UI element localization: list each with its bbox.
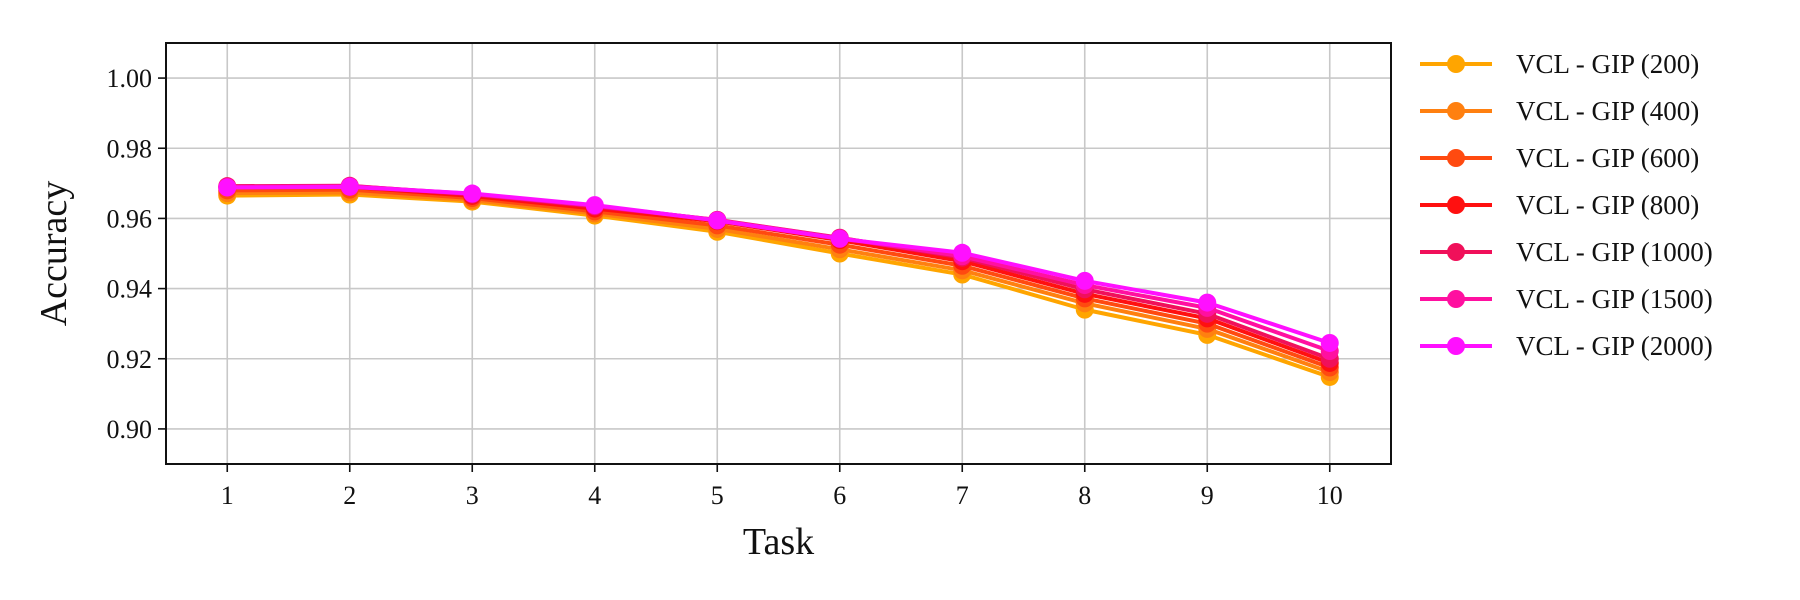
legend-marker <box>1447 243 1465 261</box>
legend-marker <box>1447 149 1465 167</box>
data-point <box>830 229 849 248</box>
series-2 <box>218 183 1339 382</box>
data-point <box>340 177 359 196</box>
legend-item: VCL - GIP (800) <box>1420 190 1699 220</box>
data-point <box>1075 271 1094 290</box>
grid <box>166 43 1391 464</box>
legend-marker <box>1447 290 1465 308</box>
series-7 <box>218 177 1339 352</box>
series-4 <box>218 177 1339 372</box>
y-axis-label: Accuracy <box>33 181 75 327</box>
x-tick-label: 2 <box>343 481 356 510</box>
legend-marker <box>1447 55 1465 73</box>
series-line <box>227 184 1331 345</box>
legend-label: VCL - GIP (2000) <box>1516 331 1713 361</box>
x-tick-label: 8 <box>1078 481 1091 510</box>
legend-label: VCL - GIP (800) <box>1516 190 1699 220</box>
legend-item: VCL - GIP (1000) <box>1420 237 1713 267</box>
x-tick-label: 5 <box>711 481 724 510</box>
legend-marker <box>1447 337 1465 355</box>
series-line <box>227 190 1331 374</box>
plot-frame <box>165 42 1392 465</box>
x-tick-label: 9 <box>1201 481 1214 510</box>
x-tick-label: 1 <box>221 481 234 510</box>
data-point <box>463 184 482 203</box>
legend-label: VCL - GIP (1500) <box>1516 284 1713 314</box>
x-tick-label: 6 <box>833 481 846 510</box>
legend-label: VCL - GIP (600) <box>1516 143 1699 173</box>
legend-item: VCL - GIP (1500) <box>1420 284 1713 314</box>
series-6 <box>218 177 1339 361</box>
legend-label: VCL - GIP (200) <box>1516 49 1699 79</box>
x-axis-label: Task <box>743 521 814 563</box>
legend-label: VCL - GIP (400) <box>1516 96 1699 126</box>
data-point <box>708 211 727 230</box>
data-point <box>953 243 972 262</box>
data-point <box>1320 333 1339 352</box>
legend: VCL - GIP (200) VCL - GIP (400) VCL - GIP … <box>1420 49 1713 361</box>
y-tick-label: 0.92 <box>107 345 153 374</box>
legend-item: VCL - GIP (2000) <box>1420 331 1713 361</box>
series-1 <box>218 185 1339 386</box>
x-tick-label: 4 <box>588 481 601 510</box>
legend-label: VCL - GIP (1000) <box>1516 237 1713 267</box>
series-line <box>227 184 1331 365</box>
series-layer <box>218 176 1339 386</box>
legend-item: VCL - GIP (600) <box>1420 143 1699 173</box>
legend-marker <box>1447 102 1465 120</box>
legend-item: VCL - GIP (400) <box>1420 96 1699 126</box>
series-5 <box>218 176 1339 368</box>
x-tick-label: 7 <box>956 481 969 510</box>
y-tick-label: 0.96 <box>107 204 153 233</box>
x-tick-label: 3 <box>466 481 479 510</box>
series-line <box>227 187 1331 370</box>
series-line <box>227 192 1331 379</box>
data-point <box>218 178 237 197</box>
y-tick-label: 0.94 <box>107 275 153 304</box>
y-tick-label: 1.00 <box>107 64 153 93</box>
data-point <box>1198 293 1217 312</box>
y-tick-label: 0.90 <box>107 415 153 444</box>
series-line <box>227 183 1331 361</box>
series-3 <box>218 180 1339 377</box>
y-tick-label: 0.98 <box>107 134 153 163</box>
data-point <box>585 196 604 215</box>
legend-item: VCL - GIP (200) <box>1420 49 1699 79</box>
ticks: 1 2 3 4 5 6 7 8 9 10 0.90 0.92 0.94 0.96 0.98 1.00 <box>107 64 1343 510</box>
x-tick-label: 10 <box>1317 481 1343 510</box>
legend-marker <box>1447 196 1465 214</box>
